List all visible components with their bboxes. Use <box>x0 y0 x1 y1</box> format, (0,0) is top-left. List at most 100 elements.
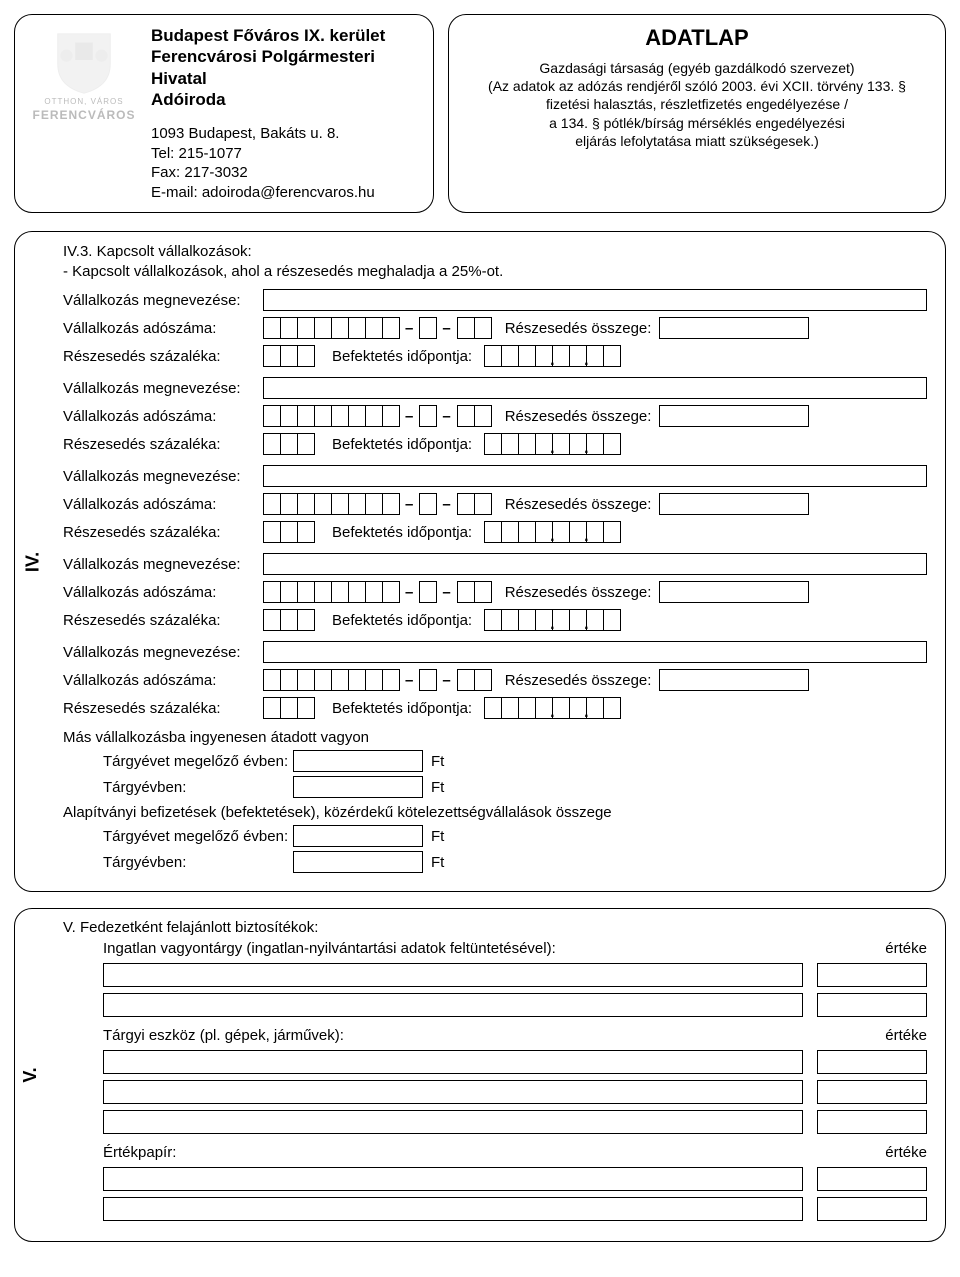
cell-input[interactable] <box>348 405 366 427</box>
cell-input[interactable] <box>348 493 366 515</box>
cell-input[interactable] <box>348 317 366 339</box>
cell-input[interactable] <box>365 405 383 427</box>
cell-input[interactable] <box>382 581 400 603</box>
cell-input[interactable] <box>552 345 570 367</box>
cell-input[interactable] <box>457 493 475 515</box>
cell-input[interactable] <box>314 581 332 603</box>
cell-input[interactable] <box>331 581 349 603</box>
cell-input[interactable] <box>331 669 349 691</box>
cell-input[interactable] <box>314 405 332 427</box>
cell-input[interactable] <box>552 521 570 543</box>
share-amount-input[interactable] <box>659 581 809 603</box>
cell-input[interactable] <box>518 345 536 367</box>
company-name-input[interactable] <box>263 465 927 487</box>
company-name-input[interactable] <box>263 641 927 663</box>
cell-input[interactable] <box>586 345 604 367</box>
cell-input[interactable] <box>518 521 536 543</box>
cell-input[interactable] <box>586 609 604 631</box>
cell-input[interactable] <box>280 405 298 427</box>
cell-input[interactable] <box>474 669 492 691</box>
cell-input[interactable] <box>297 405 315 427</box>
realestate-input-1[interactable] <box>103 963 803 987</box>
cell-input[interactable] <box>331 405 349 427</box>
cell-input[interactable] <box>280 669 298 691</box>
cell-input[interactable] <box>586 433 604 455</box>
cell-input[interactable] <box>297 669 315 691</box>
prev-year-input-2[interactable] <box>293 825 423 847</box>
cell-input[interactable] <box>552 433 570 455</box>
cell-input[interactable] <box>474 405 492 427</box>
company-name-input[interactable] <box>263 377 927 399</box>
asset-value-1[interactable] <box>817 1050 927 1074</box>
curr-year-input-2[interactable] <box>293 851 423 873</box>
cell-input[interactable] <box>603 521 621 543</box>
share-amount-input[interactable] <box>659 405 809 427</box>
company-name-input[interactable] <box>263 553 927 575</box>
cell-input[interactable] <box>382 493 400 515</box>
cell-input[interactable] <box>501 345 519 367</box>
prev-year-input-1[interactable] <box>293 750 423 772</box>
cell-input[interactable] <box>484 609 502 631</box>
cell-input[interactable] <box>314 493 332 515</box>
security-value-2[interactable] <box>817 1197 927 1221</box>
cell-input[interactable] <box>457 669 475 691</box>
share-amount-input[interactable] <box>659 317 809 339</box>
cell-input[interactable] <box>263 697 281 719</box>
cell-input[interactable] <box>297 345 315 367</box>
security-input-1[interactable] <box>103 1167 803 1191</box>
company-name-input[interactable] <box>263 289 927 311</box>
cell-input[interactable] <box>297 317 315 339</box>
cell-input[interactable] <box>365 669 383 691</box>
cell-input[interactable] <box>280 493 298 515</box>
curr-year-input-1[interactable] <box>293 776 423 798</box>
cell-input[interactable] <box>280 521 298 543</box>
cell-input[interactable] <box>382 317 400 339</box>
asset-value-2[interactable] <box>817 1080 927 1104</box>
cell-input[interactable] <box>365 493 383 515</box>
asset-input-2[interactable] <box>103 1080 803 1104</box>
cell-input[interactable] <box>365 581 383 603</box>
cell-input[interactable] <box>484 345 502 367</box>
cell-input[interactable] <box>603 609 621 631</box>
cell-input[interactable] <box>297 609 315 631</box>
cell-input[interactable] <box>280 345 298 367</box>
cell-input[interactable] <box>586 521 604 543</box>
cell-input[interactable] <box>263 493 281 515</box>
cell-input[interactable] <box>603 345 621 367</box>
cell-input[interactable] <box>297 581 315 603</box>
cell-input[interactable] <box>484 433 502 455</box>
cell-input[interactable] <box>419 317 437 339</box>
cell-input[interactable] <box>603 697 621 719</box>
cell-input[interactable] <box>518 697 536 719</box>
cell-input[interactable] <box>263 581 281 603</box>
cell-input[interactable] <box>314 669 332 691</box>
cell-input[interactable] <box>280 697 298 719</box>
cell-input[interactable] <box>348 669 366 691</box>
security-input-2[interactable] <box>103 1197 803 1221</box>
cell-input[interactable] <box>280 433 298 455</box>
realestate-value-2[interactable] <box>817 993 927 1017</box>
cell-input[interactable] <box>314 317 332 339</box>
cell-input[interactable] <box>474 581 492 603</box>
cell-input[interactable] <box>297 521 315 543</box>
cell-input[interactable] <box>263 669 281 691</box>
asset-input-1[interactable] <box>103 1050 803 1074</box>
cell-input[interactable] <box>297 697 315 719</box>
share-amount-input[interactable] <box>659 669 809 691</box>
cell-input[interactable] <box>331 317 349 339</box>
cell-input[interactable] <box>263 345 281 367</box>
cell-input[interactable] <box>603 433 621 455</box>
cell-input[interactable] <box>280 581 298 603</box>
cell-input[interactable] <box>457 405 475 427</box>
cell-input[interactable] <box>457 581 475 603</box>
cell-input[interactable] <box>419 669 437 691</box>
cell-input[interactable] <box>297 433 315 455</box>
cell-input[interactable] <box>552 697 570 719</box>
realestate-input-2[interactable] <box>103 993 803 1017</box>
cell-input[interactable] <box>484 521 502 543</box>
cell-input[interactable] <box>457 317 475 339</box>
cell-input[interactable] <box>419 581 437 603</box>
cell-input[interactable] <box>365 317 383 339</box>
cell-input[interactable] <box>484 697 502 719</box>
cell-input[interactable] <box>382 405 400 427</box>
